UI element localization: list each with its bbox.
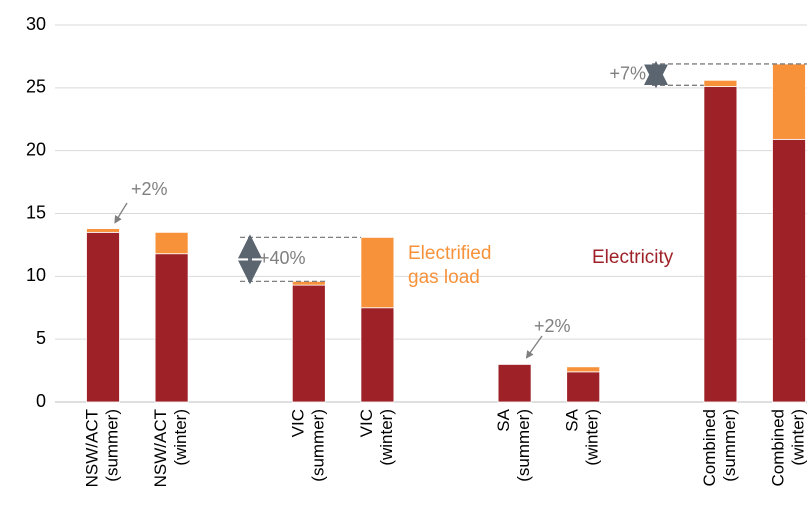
annotation: +2%	[534, 316, 571, 336]
bar-segment	[360, 307, 395, 403]
x-tick-label: (winter)	[171, 409, 190, 466]
annotation: +2%	[131, 179, 168, 199]
bar-segment	[566, 366, 601, 373]
x-tick-label: (winter)	[788, 409, 807, 466]
annotation: +40%	[259, 248, 306, 268]
x-tick-label: (winter)	[583, 409, 602, 466]
x-tick-label: Combined	[700, 409, 719, 487]
bar-segment	[154, 253, 189, 403]
legend-label-box: Electrified gas load	[408, 243, 492, 288]
x-tick-label: (winter)	[377, 409, 396, 466]
y-tick-label: 0	[36, 391, 46, 411]
legend-label: Electrified gas load	[408, 243, 492, 288]
bar-segment	[772, 138, 806, 403]
x-tick-label: Combined	[768, 409, 787, 487]
bar-segment	[703, 86, 738, 403]
x-tick-label: SA	[563, 408, 582, 431]
x-tick-label: NSW/ACT	[151, 409, 170, 487]
bar-segment	[497, 363, 532, 403]
bar-segment	[703, 79, 738, 87]
x-tick-label: SA	[494, 408, 513, 431]
annotation-arrow	[525, 335, 543, 359]
x-tick-label: (summer)	[102, 409, 121, 482]
bar-segment	[497, 363, 532, 365]
x-tick-label: (summer)	[720, 409, 739, 482]
bar-segment	[86, 231, 120, 403]
bar-segment	[566, 371, 601, 403]
y-tick-label: 30	[26, 14, 46, 34]
y-tick-label: 15	[26, 202, 46, 222]
x-tick-label: (summer)	[308, 409, 327, 482]
x-tick-label: (summer)	[514, 409, 533, 482]
x-tick-label: NSW/ACT	[82, 409, 101, 487]
annotation-arrow	[114, 202, 128, 224]
bar-segment	[154, 231, 189, 255]
bar-segment	[360, 236, 395, 309]
y-tick-label: 10	[26, 265, 46, 285]
bar-segment	[291, 284, 326, 403]
x-tick-label: VIC	[288, 409, 307, 437]
bar-segment	[772, 63, 806, 140]
y-tick-label: 20	[26, 139, 46, 159]
y-tick-label: 25	[26, 77, 46, 97]
y-tick-label: 5	[36, 328, 46, 348]
x-tick-label: VIC	[357, 409, 376, 437]
annotation: +7%	[609, 63, 646, 83]
legend-label: Electricity	[592, 247, 674, 268]
bar-segment	[86, 228, 120, 233]
